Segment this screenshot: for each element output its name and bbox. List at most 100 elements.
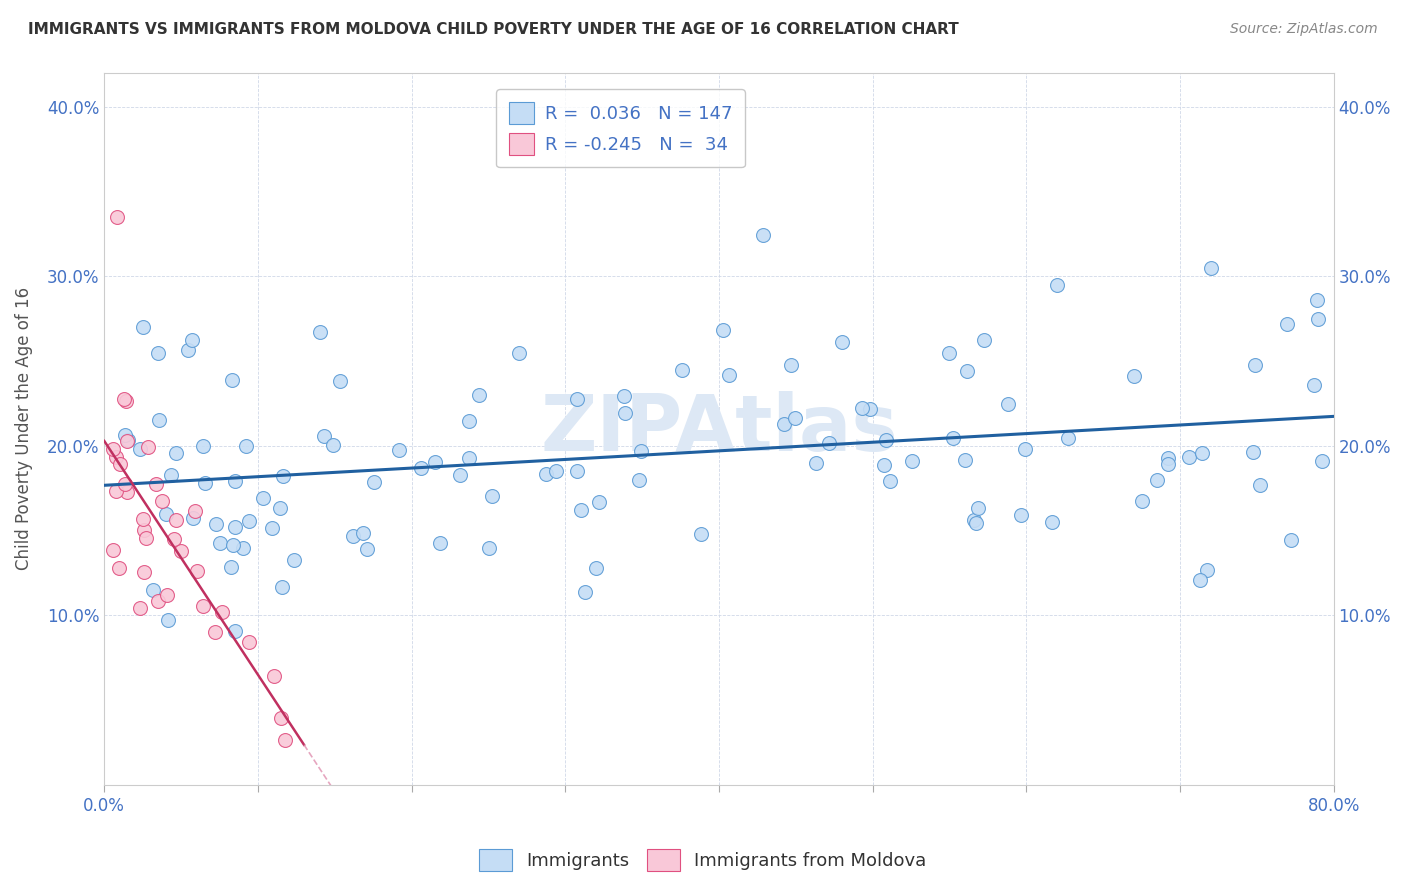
Point — [252, 491, 274, 505]
Point — [142, 583, 165, 598]
Point — [148, 412, 170, 426]
Point — [219, 559, 242, 574]
Point — [155, 507, 177, 521]
Point — [818, 435, 841, 450]
Point — [942, 431, 965, 445]
Point — [235, 439, 257, 453]
Point — [270, 580, 292, 594]
Point — [135, 531, 157, 545]
Point — [169, 543, 191, 558]
Point — [238, 514, 260, 528]
Legend: R =  0.036   N = 147, R = -0.245   N =  34: R = 0.036 N = 147, R = -0.245 N = 34 — [496, 89, 745, 168]
Point — [772, 417, 794, 431]
Point — [117, 433, 139, 447]
Point — [193, 599, 215, 613]
Text: IMMIGRANTS VS IMMIGRANTS FROM MOLDOVA CHILD POVERTY UNDER THE AGE OF 16 CORRELAT: IMMIGRANTS VS IMMIGRANTS FROM MOLDOVA CH… — [28, 22, 959, 37]
Point — [145, 476, 167, 491]
Point — [134, 566, 156, 580]
Point — [973, 333, 995, 347]
Point — [114, 477, 136, 491]
Point — [1157, 450, 1180, 465]
Point — [131, 320, 153, 334]
Point — [585, 560, 607, 574]
Point — [953, 453, 976, 467]
Point — [1302, 378, 1324, 392]
Point — [312, 429, 335, 443]
Point — [429, 535, 451, 549]
Point — [458, 414, 481, 428]
Point — [224, 474, 246, 488]
Point — [901, 453, 924, 467]
Point — [1191, 446, 1213, 460]
Point — [627, 473, 650, 487]
Point — [1244, 359, 1267, 373]
Point — [481, 489, 503, 503]
Point — [329, 374, 352, 388]
Point — [136, 440, 159, 454]
Point — [1188, 574, 1211, 588]
Point — [165, 513, 187, 527]
Legend: Immigrants, Immigrants from Moldova: Immigrants, Immigrants from Moldova — [472, 842, 934, 879]
Point — [208, 536, 231, 550]
Point — [544, 464, 567, 478]
Point — [150, 494, 173, 508]
Point — [565, 392, 588, 406]
Point — [831, 334, 853, 349]
Point — [146, 345, 169, 359]
Point — [308, 325, 330, 339]
Point — [156, 588, 179, 602]
Point — [1157, 457, 1180, 471]
Point — [342, 528, 364, 542]
Point — [1132, 494, 1154, 508]
Text: Source: ZipAtlas.com: Source: ZipAtlas.com — [1230, 22, 1378, 37]
Point — [962, 513, 984, 527]
Point — [129, 601, 152, 615]
Point — [232, 541, 254, 556]
Point — [1057, 432, 1080, 446]
Point — [184, 504, 207, 518]
Point — [180, 333, 202, 347]
Point — [1177, 450, 1199, 465]
Point — [851, 401, 873, 416]
Point — [114, 393, 136, 408]
Point — [105, 483, 128, 498]
Point — [966, 500, 988, 515]
Point — [425, 455, 447, 469]
Point — [457, 450, 479, 465]
Point — [1281, 533, 1303, 547]
Point — [204, 625, 226, 640]
Point — [1306, 293, 1329, 308]
Point — [146, 594, 169, 608]
Point — [322, 438, 344, 452]
Point — [191, 439, 214, 453]
Point — [508, 345, 530, 359]
Point — [965, 516, 987, 530]
Point — [409, 460, 432, 475]
Point — [101, 442, 124, 456]
Point — [873, 458, 896, 472]
Y-axis label: Child Poverty Under the Age of 16: Child Poverty Under the Age of 16 — [15, 287, 32, 570]
Point — [752, 227, 775, 242]
Text: ZIPAtlas: ZIPAtlas — [540, 391, 898, 467]
Point — [222, 538, 245, 552]
Point — [613, 406, 636, 420]
Point — [115, 484, 138, 499]
Point — [388, 442, 411, 457]
Point — [1308, 311, 1330, 326]
Point — [157, 614, 180, 628]
Point — [205, 516, 228, 531]
Point — [363, 475, 385, 489]
Point — [238, 634, 260, 648]
Point — [1146, 473, 1168, 487]
Point — [1275, 317, 1298, 331]
Point — [271, 468, 294, 483]
Point — [858, 401, 880, 416]
Point — [449, 468, 471, 483]
Point — [269, 500, 291, 515]
Point — [224, 624, 246, 639]
Point — [478, 541, 501, 556]
Point — [534, 467, 557, 482]
Point — [717, 368, 740, 382]
Point — [211, 605, 233, 619]
Point — [115, 434, 138, 449]
